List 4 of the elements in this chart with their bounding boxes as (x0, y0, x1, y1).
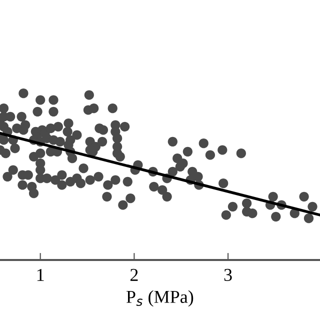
x-axis-title: P$_{s}$ (MPa) (126, 290, 194, 307)
x-tick-label: 2 (130, 268, 138, 281)
x-tick-label: 3 (224, 268, 232, 282)
x-tick-label: 1 (37, 268, 44, 281)
